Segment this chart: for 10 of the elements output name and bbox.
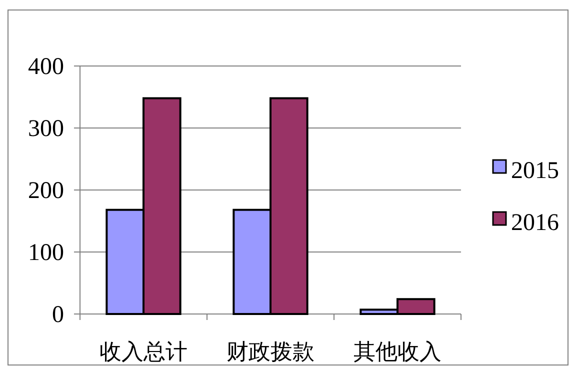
y-tick-label: 0 <box>52 302 64 328</box>
legend-label: 2016 <box>511 210 559 236</box>
x-tick-label: 财政拨款 <box>226 339 314 364</box>
y-tick-label: 100 <box>28 240 64 266</box>
y-tick-label: 300 <box>28 116 64 142</box>
x-tick-label: 其他收入 <box>354 339 442 364</box>
y-tick-label: 400 <box>28 54 64 80</box>
legend-label: 2015 <box>511 158 559 184</box>
x-tick-label: 收入总计 <box>100 339 188 364</box>
y-tick-label: 200 <box>28 178 64 204</box>
